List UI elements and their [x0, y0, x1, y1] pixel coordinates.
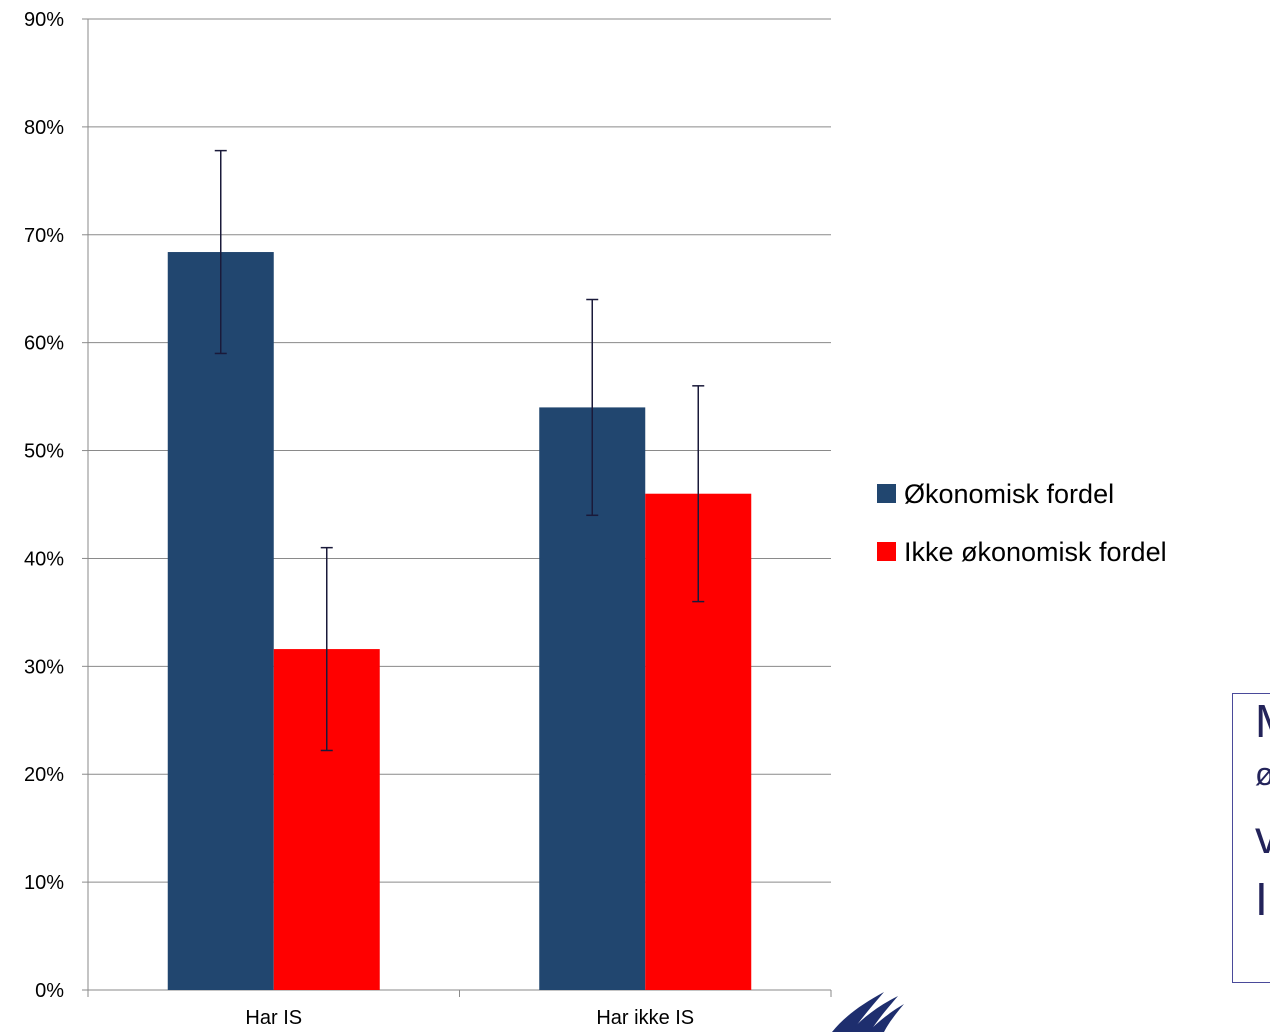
y-tick-label: 50%	[24, 441, 64, 463]
x-tick-label: Har IS	[245, 1007, 302, 1029]
y-tick-label: 60%	[24, 333, 64, 355]
error-bars	[214, 149, 705, 752]
legend-label: Økonomisk fordel	[904, 479, 1114, 509]
y-tick-labels: 0% 10% 20% 30% 40% 50% 60% 70% 80% 90%	[24, 9, 64, 1002]
y-tick-label: 20%	[24, 764, 64, 786]
text-box-line: ø	[1255, 756, 1270, 793]
x-tick-labels: Har IS Har ikke IS	[245, 1007, 694, 1029]
legend-swatch	[877, 484, 896, 503]
text-box-line: I	[1255, 873, 1268, 925]
y-tick-label: 0%	[35, 980, 64, 1002]
x-tick-label: Har ikke IS	[596, 1007, 694, 1029]
y-tick-label: 40%	[24, 548, 64, 570]
legend: Økonomisk fordel Ikke økonomisk fordel	[877, 479, 1167, 567]
legend-label: Ikke økonomisk fordel	[904, 537, 1167, 567]
legend-swatch	[877, 542, 896, 561]
text-box: M ø v I	[1232, 693, 1270, 983]
bar	[167, 252, 274, 991]
y-tick-label: 70%	[24, 225, 64, 247]
feather-logo-icon	[832, 992, 904, 1032]
bars	[167, 252, 752, 991]
y-tick-label: 10%	[24, 872, 64, 894]
text-box-line: v	[1255, 810, 1270, 864]
y-tick-label: 30%	[24, 656, 64, 678]
y-tick-label: 90%	[24, 9, 64, 31]
y-tick-label: 80%	[24, 117, 64, 139]
text-box-line: M	[1255, 694, 1270, 748]
